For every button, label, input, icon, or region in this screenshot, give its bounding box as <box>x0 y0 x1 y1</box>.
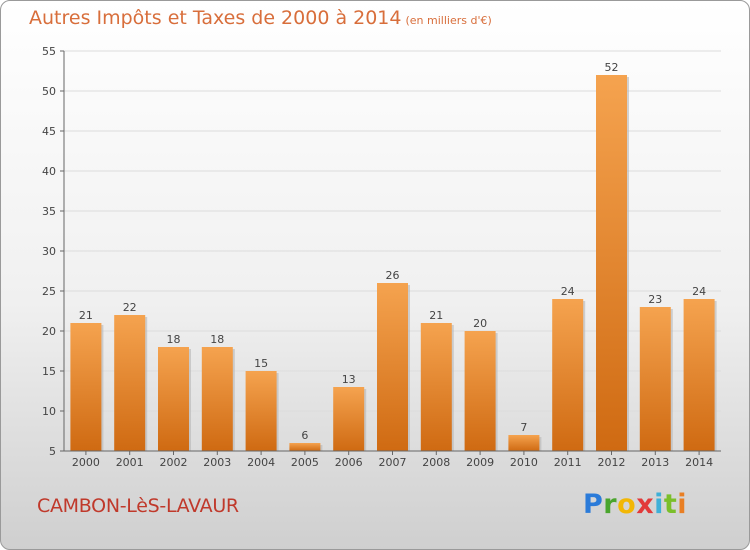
value-label-2012: 52 <box>605 61 619 74</box>
value-label-2004: 15 <box>254 357 268 370</box>
y-tick-label: 35 <box>42 205 56 218</box>
value-label-2007: 26 <box>386 269 400 282</box>
bar-2000 <box>70 323 102 451</box>
x-tick-label-2005: 2005 <box>291 456 319 469</box>
value-label-2001: 22 <box>123 301 137 314</box>
value-label-2014: 24 <box>692 285 706 298</box>
chart-title: Autres Impôts et Taxes de 2000 à 2014 (en… <box>29 7 492 29</box>
bar-2003 <box>201 347 233 451</box>
x-tick-label-2003: 2003 <box>203 456 231 469</box>
x-tick-label-2004: 2004 <box>247 456 275 469</box>
bars <box>70 75 717 451</box>
bar-2006 <box>333 387 365 451</box>
bar-2012 <box>596 75 627 451</box>
y-tick-label: 10 <box>42 405 56 418</box>
chart-title-text: Autres Impôts et Taxes de 2000 à 2014 <box>29 7 402 29</box>
bar-2011 <box>552 299 584 451</box>
logo-letter-i2: i <box>677 489 688 520</box>
value-label-2002: 18 <box>167 333 181 346</box>
y-tick-label: 30 <box>42 245 56 258</box>
value-label-2008: 21 <box>429 309 443 322</box>
unit-label: (en milliers d'€) <box>405 14 492 27</box>
x-tick-label-2010: 2010 <box>510 456 538 469</box>
x-tick-label-2000: 2000 <box>72 456 100 469</box>
x-tick-label-2007: 2007 <box>379 456 407 469</box>
y-tick-label: 20 <box>42 325 56 338</box>
x-tick-label-2012: 2012 <box>598 456 626 469</box>
y-axis: 5 10 15 20 25 30 35 40 45 50 55 <box>42 45 65 458</box>
value-label-2013: 23 <box>648 293 662 306</box>
value-label-2009: 20 <box>473 317 487 330</box>
y-tick-label: 25 <box>42 285 56 298</box>
x-tick-label-2014: 2014 <box>685 456 713 469</box>
x-tick-label-2008: 2008 <box>422 456 450 469</box>
y-tick-label: 45 <box>42 125 56 138</box>
bar-2007 <box>377 283 408 451</box>
bar-2009 <box>464 331 496 451</box>
x-tick-label-2002: 2002 <box>160 456 188 469</box>
y-tick-label: 15 <box>42 365 56 378</box>
logo-letter-i: i <box>654 489 664 520</box>
y-tick-label: 55 <box>42 45 56 58</box>
bar-2004 <box>245 371 277 451</box>
bar-2013 <box>639 307 671 451</box>
y-tick-label: 40 <box>42 165 56 178</box>
y-tick-label: 50 <box>42 85 56 98</box>
bar-2002 <box>158 347 189 451</box>
value-labels: 21 22 18 18 15 6 13 26 21 20 7 24 52 23 24 <box>79 61 706 442</box>
x-tick-label-2006: 2006 <box>335 456 363 469</box>
bar-2010 <box>508 435 540 451</box>
value-label-2000: 21 <box>79 309 93 322</box>
y-tick-label: 5 <box>49 445 56 458</box>
x-axis: 2000 2001 2002 2003 2004 2005 2006 2007 2008 2009… <box>64 450 721 469</box>
value-label-2003: 18 <box>210 333 224 346</box>
x-tick-label-2013: 2013 <box>641 456 669 469</box>
proxiti-logo[interactable]: Proxiti <box>583 489 687 520</box>
bar-2005 <box>289 443 321 451</box>
bar-2008 <box>420 323 452 451</box>
x-tick-label-2009: 2009 <box>466 456 494 469</box>
value-label-2010: 7 <box>520 421 527 434</box>
logo-letter-p: P <box>583 489 604 520</box>
logo-letter-o: o <box>617 489 637 520</box>
logo-letter-x: x <box>636 489 655 520</box>
logo-letter-r: r <box>603 489 618 520</box>
town-name: CAMBON-LèS-LAVAUR <box>37 495 239 517</box>
x-tick-label-2011: 2011 <box>554 456 582 469</box>
value-label-2006: 13 <box>342 373 356 386</box>
bar-2014 <box>683 299 715 451</box>
value-label-2011: 24 <box>561 285 575 298</box>
bar-2001 <box>114 315 146 451</box>
value-label-2005: 6 <box>301 429 308 442</box>
x-tick-label-2001: 2001 <box>116 456 144 469</box>
logo-letter-t: t <box>663 489 678 520</box>
